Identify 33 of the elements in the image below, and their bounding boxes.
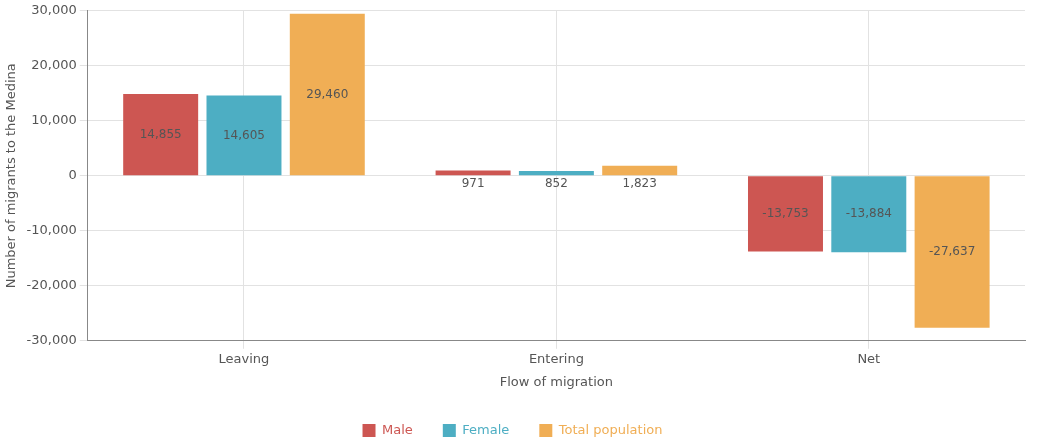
bar — [435, 170, 511, 176]
data-label: -27,637 — [928, 244, 976, 259]
data-label: -13,753 — [762, 206, 809, 220]
legend-label: Total population — [557, 421, 663, 437]
x-tick-label: Entering — [528, 350, 584, 366]
legend-label: Male — [382, 421, 413, 437]
bar — [914, 176, 990, 328]
y-tick-label: 0 — [68, 167, 77, 183]
y-tick-label: 30,000 — [31, 2, 77, 18]
bar — [289, 13, 365, 176]
data-label: 1,823 — [622, 176, 657, 191]
data-label: 971 — [461, 176, 485, 191]
y-tick-label: -30,000 — [26, 332, 77, 348]
y-tick-label: 20,000 — [31, 57, 77, 73]
y-tick-label: 10,000 — [31, 112, 77, 128]
x-tick-label: Net — [857, 350, 881, 366]
bar — [831, 176, 907, 253]
bar — [123, 94, 199, 176]
data-label: 29,460 — [306, 86, 349, 101]
bar — [602, 165, 678, 176]
data-label: 14,855 — [139, 126, 182, 141]
y-axis-title: Number of migrants to the Medina — [3, 63, 19, 289]
bar — [518, 171, 594, 176]
x-tick-label: Leaving — [218, 350, 270, 366]
data-label: 14,605 — [222, 127, 265, 142]
y-tick-label: -10,000 — [26, 222, 77, 238]
y-tick-label: -20,000 — [26, 277, 77, 293]
bar — [748, 176, 823, 252]
bar — [206, 95, 282, 176]
x-axis-title: Flow of migration — [499, 373, 613, 389]
data-label: -13,884 — [845, 206, 892, 221]
legend-label: Female — [462, 421, 510, 437]
data-label: 852 — [544, 176, 568, 191]
